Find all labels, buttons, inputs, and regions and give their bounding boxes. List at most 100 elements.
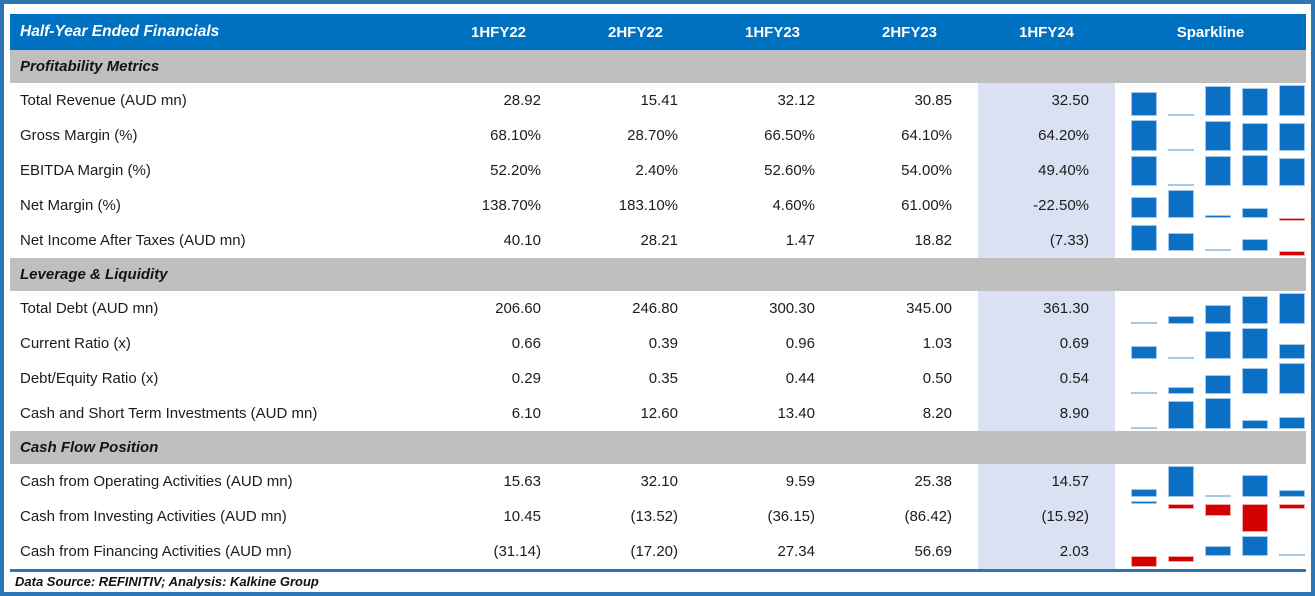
value-cell-1hfy22: 0.66 bbox=[511, 335, 541, 352]
sparkline-bar bbox=[1205, 305, 1231, 324]
sparkline-bar bbox=[1205, 494, 1231, 497]
sparkline-slot bbox=[1205, 188, 1231, 223]
sparkline-bar bbox=[1131, 120, 1157, 151]
sparkline-bar bbox=[1168, 232, 1194, 252]
sparkline-bar bbox=[1168, 356, 1194, 359]
sparkline-bar bbox=[1205, 215, 1231, 218]
sparkline-slot bbox=[1279, 153, 1305, 188]
sparkline-slot bbox=[1168, 291, 1194, 326]
metric-label: Total Revenue (AUD mn) bbox=[20, 92, 187, 109]
sparkline-bar bbox=[1168, 148, 1194, 151]
sparkline-slot bbox=[1168, 223, 1194, 258]
table-body: Profitability Metrics Total Revenue (AUD … bbox=[10, 50, 1306, 569]
sparkline-slot bbox=[1131, 118, 1157, 153]
value-cell-1hfy22: 15.63 bbox=[503, 473, 541, 490]
table-row: Current Ratio (x) 0.66 0.39 0.96 1.03 0.69 bbox=[10, 326, 1306, 361]
sparkline-slot bbox=[1168, 153, 1194, 188]
sparkline-bar bbox=[1242, 238, 1268, 252]
value-cell-1hfy24: -22.50% bbox=[978, 188, 1115, 223]
table-row: Total Debt (AUD mn) 206.60 246.80 300.30 345… bbox=[10, 291, 1306, 326]
sparkline-slot bbox=[1242, 464, 1268, 499]
sparkline-bar bbox=[1205, 85, 1231, 116]
sparkline-slot bbox=[1205, 499, 1231, 534]
value-cell-1hfy22: 68.10% bbox=[490, 127, 541, 144]
sparkline-bar bbox=[1131, 501, 1157, 505]
value-cell-1hfy24: (7.33) bbox=[978, 223, 1115, 258]
metric-label: Net Income After Taxes (AUD mn) bbox=[20, 232, 246, 249]
sparkline bbox=[1115, 464, 1315, 499]
sparkline-bar bbox=[1279, 123, 1305, 151]
value-cell-1hfy24: 49.40% bbox=[978, 153, 1115, 188]
sparkline bbox=[1115, 83, 1315, 118]
value-cell-1hfy22: 0.29 bbox=[511, 370, 541, 387]
sparkline-bar bbox=[1279, 363, 1305, 394]
value-cell-2hfy22: (13.52) bbox=[630, 508, 678, 525]
value-cell-1hfy24: 8.90 bbox=[978, 396, 1115, 431]
sparkline-slot bbox=[1279, 223, 1305, 258]
sparkline-slot bbox=[1131, 499, 1157, 534]
sparkline-bar bbox=[1242, 536, 1268, 557]
metric-label: Cash from Financing Activities (AUD mn) bbox=[20, 543, 292, 560]
value-cell-2hfy23: 0.50 bbox=[922, 370, 952, 387]
sparkline-slot bbox=[1279, 464, 1305, 499]
section-heading-label: Leverage & Liquidity bbox=[20, 266, 168, 283]
sparkline-bar bbox=[1279, 417, 1305, 429]
sparkline-slot bbox=[1279, 83, 1305, 118]
sparkline-bar bbox=[1205, 546, 1231, 557]
value-cell-1hfy22: 6.10 bbox=[511, 405, 541, 422]
value-cell-2hfy23: 1.03 bbox=[922, 335, 952, 352]
sparkline-slot bbox=[1242, 83, 1268, 118]
sparkline-bar bbox=[1131, 556, 1157, 567]
sparkline-bar bbox=[1205, 155, 1231, 186]
sparkline-slot bbox=[1168, 83, 1194, 118]
metric-label: Total Debt (AUD mn) bbox=[20, 300, 159, 317]
sparkline-bar bbox=[1242, 475, 1268, 497]
sparkline-bar bbox=[1279, 293, 1305, 324]
sparkline-slot bbox=[1279, 499, 1305, 534]
sparkline-slot bbox=[1131, 534, 1157, 569]
sparkline-bar bbox=[1242, 328, 1268, 359]
sparkline-slot bbox=[1168, 118, 1194, 153]
value-cell-1hfy23: 1.47 bbox=[785, 232, 815, 249]
value-cell-1hfy22: 10.45 bbox=[503, 508, 541, 525]
sparkline-bar bbox=[1279, 504, 1305, 510]
sparkline-bar bbox=[1168, 113, 1194, 116]
sparkline-bar bbox=[1168, 183, 1194, 186]
sparkline-bar bbox=[1242, 123, 1268, 151]
value-cell-1hfy22: 138.70% bbox=[481, 197, 541, 214]
column-header-1hfy24: 1HFY24 bbox=[1018, 23, 1075, 41]
sparkline-slot bbox=[1242, 118, 1268, 153]
sparkline-slot bbox=[1131, 326, 1157, 361]
sparkline-bar bbox=[1131, 156, 1157, 186]
sparkline-slot bbox=[1168, 499, 1194, 534]
sparkline-bar bbox=[1205, 504, 1231, 516]
table-row: Cash from Operating Activities (AUD mn) 1… bbox=[10, 464, 1306, 499]
sparkline-bar bbox=[1168, 401, 1194, 429]
sparkline-slot bbox=[1279, 326, 1305, 361]
sparkline-bar bbox=[1168, 504, 1194, 509]
value-cell-2hfy22: 0.35 bbox=[648, 370, 678, 387]
value-cell-2hfy22: 28.21 bbox=[640, 232, 678, 249]
table-header-row: Half-Year Ended Financials 1HFY22 2HFY22 1… bbox=[10, 14, 1306, 50]
sparkline-bar bbox=[1242, 296, 1268, 324]
section-heading: Cash Flow Position bbox=[10, 431, 1306, 464]
sparkline-bar bbox=[1131, 196, 1157, 218]
sparkline bbox=[1115, 188, 1315, 223]
column-header-1hfy22: 1HFY22 bbox=[470, 23, 527, 41]
sparkline-slot bbox=[1205, 326, 1231, 361]
sparkline-bar bbox=[1168, 315, 1194, 324]
sparkline-slot bbox=[1242, 361, 1268, 396]
sparkline-bar bbox=[1168, 386, 1194, 394]
value-cell-1hfy22: 28.92 bbox=[503, 92, 541, 109]
sparkline-slot bbox=[1131, 291, 1157, 326]
value-cell-2hfy22: 32.10 bbox=[640, 473, 678, 490]
sparkline-bar bbox=[1279, 553, 1305, 557]
sparkline-bar bbox=[1279, 344, 1305, 359]
value-cell-1hfy24: 64.20% bbox=[978, 118, 1115, 153]
sparkline-slot bbox=[1279, 396, 1305, 431]
section-heading-label: Profitability Metrics bbox=[20, 58, 160, 75]
sparkline-slot bbox=[1131, 361, 1157, 396]
sparkline-bar bbox=[1205, 248, 1231, 252]
value-cell-2hfy23: 61.00% bbox=[901, 197, 952, 214]
sparkline-bar bbox=[1168, 190, 1194, 218]
